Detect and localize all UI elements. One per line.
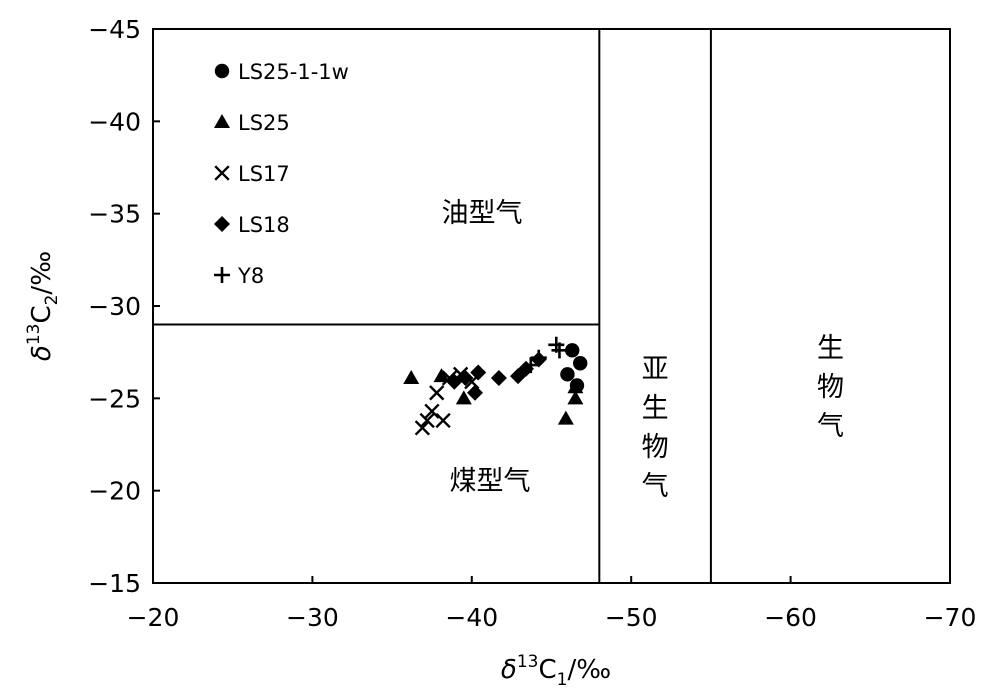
region-label-char: 亚 bbox=[642, 354, 669, 385]
legend-label: Y8 bbox=[237, 264, 264, 288]
y-tick-label: −30 bbox=[88, 292, 141, 321]
legend-marker-plus bbox=[214, 267, 230, 283]
point-triangle bbox=[403, 370, 420, 385]
legend-label: LS17 bbox=[238, 162, 290, 186]
point-plus bbox=[551, 342, 568, 359]
region-label-char: 气 bbox=[817, 411, 844, 442]
y-tick-label: −35 bbox=[88, 200, 141, 229]
x-tick-label: −60 bbox=[764, 603, 817, 632]
legend-marker-x bbox=[214, 165, 230, 181]
y-tick-label: −15 bbox=[88, 569, 141, 598]
x-tick-label: −70 bbox=[924, 603, 977, 632]
legend: LS25-1-1w LS25 LS17 LS18 Y8 bbox=[214, 60, 349, 288]
x-axis-label: δ13C1/‰ bbox=[501, 652, 611, 690]
legend-label: LS18 bbox=[238, 213, 290, 237]
point-triangle bbox=[567, 379, 584, 394]
x-tick-label: −30 bbox=[286, 603, 339, 632]
region-label-char: 物 bbox=[642, 432, 669, 463]
point-x bbox=[424, 403, 440, 419]
point-triangle bbox=[567, 390, 584, 405]
x-tick-label: −50 bbox=[605, 603, 658, 632]
y-axis-label: δ13C2/‰ bbox=[24, 251, 62, 361]
x-axis-ticks: −20 −30 −40 −50 −60 −70 bbox=[127, 576, 977, 632]
region-label-biogenic-gas: 生物气 bbox=[817, 333, 844, 442]
point-x bbox=[419, 412, 435, 429]
y-tick-label: −45 bbox=[88, 15, 141, 44]
region-label-coal-gas: 煤型气 bbox=[450, 466, 531, 497]
point-diamond bbox=[470, 364, 487, 381]
legend-label: LS25 bbox=[238, 111, 290, 135]
region-label-oil-gas: 油型气 bbox=[442, 198, 523, 229]
x-tick-label: −20 bbox=[127, 603, 180, 632]
y-tick-label: −25 bbox=[88, 384, 141, 413]
y-axis-ticks: −15 −20 −25 −30 −35 −40 −45 bbox=[88, 15, 160, 598]
region-label-char: 气 bbox=[642, 471, 669, 502]
point-triangle bbox=[557, 410, 574, 425]
point-diamond bbox=[466, 384, 483, 401]
point-diamond bbox=[490, 370, 507, 387]
data-points bbox=[403, 336, 588, 436]
region-label-char: 生 bbox=[642, 393, 669, 424]
point-plus bbox=[522, 357, 539, 374]
y-tick-label: −20 bbox=[88, 477, 141, 506]
point-circle bbox=[560, 367, 575, 382]
point-x bbox=[435, 412, 451, 429]
point-circle bbox=[572, 356, 588, 371]
region-label-char: 生 bbox=[817, 333, 844, 364]
point-triangle bbox=[455, 390, 472, 405]
region-label-char: 物 bbox=[817, 372, 844, 403]
point-circle bbox=[565, 343, 580, 358]
point-diamond bbox=[457, 370, 474, 387]
point-triangle bbox=[433, 368, 450, 383]
point-x bbox=[414, 420, 431, 436]
x-tick-label: −40 bbox=[445, 603, 498, 632]
point-x bbox=[429, 385, 445, 401]
legend-label: LS25-1-1w bbox=[238, 60, 349, 84]
legend-marker-diamond bbox=[214, 216, 230, 232]
legend-marker-circle bbox=[214, 63, 230, 79]
legend-marker-triangle bbox=[214, 114, 230, 128]
y-tick-label: −40 bbox=[88, 107, 141, 136]
point-plus bbox=[530, 349, 547, 366]
region-boundaries bbox=[153, 29, 712, 583]
